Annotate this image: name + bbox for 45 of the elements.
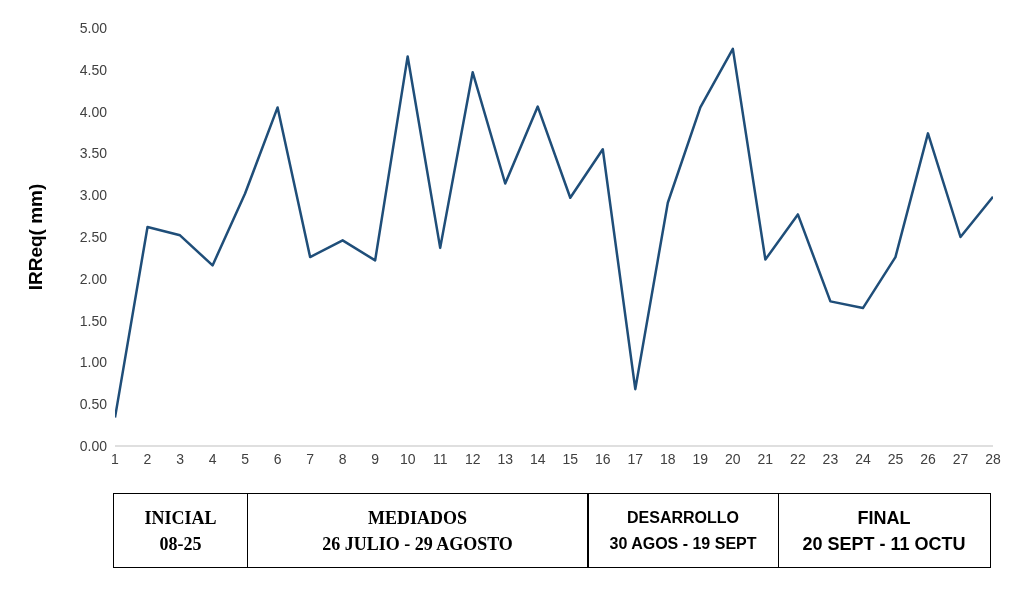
y-tick-label: 4.50 [79,61,108,78]
x-tick-label: 20 [725,450,741,467]
text: DESARROLLO 30 AGOS - 19 SEPT [587,493,779,568]
x-tick-label: 7 [306,450,315,467]
x-tick-label: 6 [273,450,282,467]
x-tick-label: 2 [143,450,152,467]
x-tick-label: 21 [757,450,774,467]
x-tick-label: 8 [338,450,347,467]
x-tick-label: 18 [660,450,676,467]
x-tick-label: 14 [529,450,546,467]
y-tick-label: 0.50 [79,396,108,413]
y-tick-label: 3.00 [79,187,108,204]
x-tick-label: 23 [822,450,839,467]
x-tick-label: 10 [399,450,416,467]
line-series [115,47,993,419]
text: INICIAL 08-25 [113,493,248,568]
text: MEDIADOS 26 JULIO - 29 AGOSTO [246,493,589,568]
x-tick-label: 25 [887,450,904,467]
y-tick-label: 2.00 [79,270,108,287]
x-tick-label: 9 [371,450,380,467]
x-tick-label: 1 [111,450,120,467]
x-tick-label: 19 [692,450,709,467]
y-tick-label: 5.00 [79,19,108,36]
x-tick-label: 15 [562,450,579,467]
y-tick-label: 2.50 [79,228,108,245]
x-tick-label: 17 [627,450,644,467]
y-tick-label: 1.00 [79,354,108,371]
x-tick-label: 24 [855,450,871,467]
x-tick-label: 11 [432,450,448,467]
x-tick-label: 3 [176,450,185,467]
x-tick-label: 26 [920,450,936,467]
x-tick-label: 12 [464,450,481,467]
x-tick-label: 22 [790,450,806,467]
x-tick-label: 16 [594,450,611,467]
y-tick-label: 4.00 [79,103,108,120]
x-tick-label: 13 [497,450,514,467]
x-tick-label: 28 [985,450,1001,467]
x-tick-label: 4 [208,450,217,467]
x-tick-label: 5 [241,450,250,467]
text: FINAL 20 SEPT - 11 OCTU [777,493,991,568]
y-tick-label: 0.00 [79,437,108,454]
y-tick-label: 1.50 [79,312,108,329]
y-axis-title: IRReq( mm) [24,183,46,291]
x-tick-label: 27 [952,450,969,467]
y-tick-label: 3.50 [79,145,108,162]
